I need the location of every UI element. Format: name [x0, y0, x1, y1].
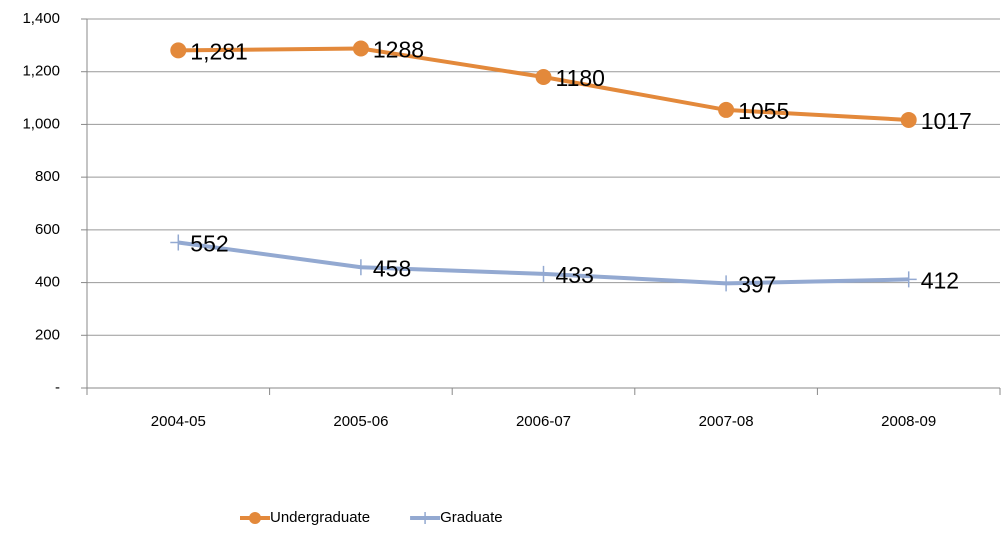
x-tick-label: 2006-07: [516, 413, 571, 430]
y-tick-label: 400: [35, 274, 60, 291]
point-marker: [900, 111, 917, 128]
point-marker: [170, 234, 187, 251]
point-marker: [718, 101, 735, 118]
y-tick-label: -: [55, 379, 60, 396]
y-tick-label: 1,200: [22, 63, 60, 80]
legend-marker: [249, 512, 261, 524]
data-label: 433: [556, 262, 594, 288]
data-label: 1288: [373, 37, 424, 63]
y-tick-label: 1,000: [22, 115, 60, 132]
point-marker: [900, 271, 917, 288]
point-marker: [535, 265, 552, 282]
point-marker: [352, 40, 369, 57]
data-label: 1180: [556, 65, 605, 91]
x-tick-label: 2005-06: [333, 413, 388, 430]
data-label: 1,281: [190, 38, 248, 64]
y-tick-label: 600: [35, 221, 60, 238]
point-marker: [718, 275, 735, 292]
x-tick-label: 2008-09: [881, 413, 936, 430]
x-tick-label: 2004-05: [151, 413, 206, 430]
data-label: 458: [373, 255, 411, 281]
y-tick-label: 800: [35, 168, 60, 185]
data-label: 397: [738, 271, 776, 297]
y-tick-label: 1,400: [22, 10, 60, 27]
point-marker: [170, 42, 187, 59]
data-label: 552: [190, 231, 228, 257]
y-tick-label: 200: [35, 326, 60, 343]
data-label: 1055: [738, 98, 789, 124]
legend-label: Undergraduate: [270, 509, 370, 526]
legend-marker: [419, 512, 432, 524]
point-marker: [352, 259, 369, 276]
data-label: 412: [921, 267, 959, 293]
data-label: 1017: [921, 108, 972, 134]
legend-label: Graduate: [440, 509, 503, 526]
x-tick-label: 2007-08: [699, 413, 754, 430]
point-marker: [535, 68, 552, 85]
